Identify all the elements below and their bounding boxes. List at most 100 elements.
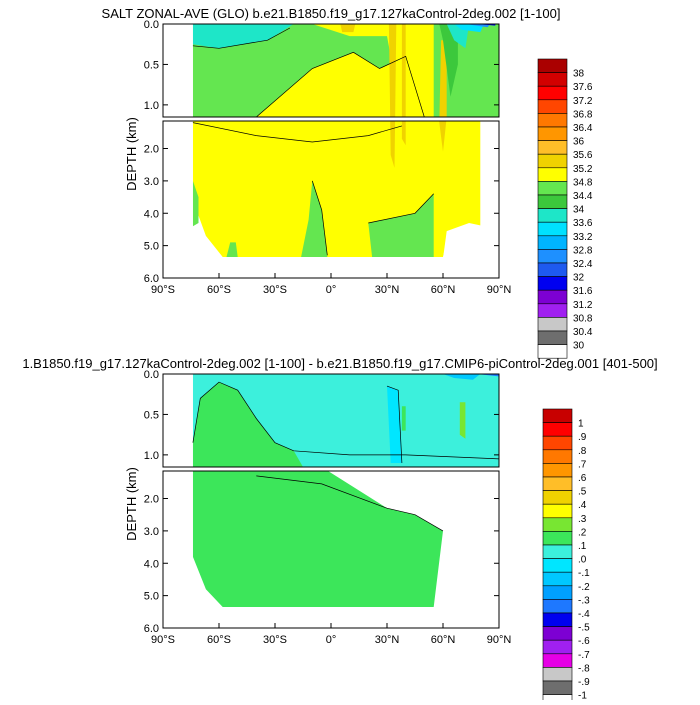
panel-2: 1.B1850.f19_g17.127kaControl-2deg.002 [1… <box>22 356 658 705</box>
legend-swatch <box>542 639 573 655</box>
legend-label: 30.4 <box>573 327 593 338</box>
contour-region <box>192 467 443 607</box>
contour-region <box>443 530 499 628</box>
legend-swatch <box>537 99 568 114</box>
legend-swatch <box>537 221 568 237</box>
legend-label: -.9 <box>578 677 590 688</box>
contour-region <box>446 24 470 49</box>
contour-region <box>226 242 238 257</box>
contour-field <box>163 24 499 278</box>
contour-region <box>388 24 397 168</box>
upper-panel-frame <box>162 373 500 468</box>
legend-swatch <box>537 113 568 128</box>
contour-line <box>192 381 499 460</box>
legend-label: -.1 <box>578 568 590 579</box>
legend-label: 30.8 <box>573 313 593 324</box>
legend-swatch <box>542 531 573 546</box>
contour-region <box>465 24 490 28</box>
legend-swatch <box>537 181 568 196</box>
contour-field <box>163 374 499 628</box>
contour-line <box>192 122 402 143</box>
y-tick-label: 0.5 <box>144 409 159 421</box>
legend-label: 33.2 <box>573 232 593 243</box>
legend-swatch <box>542 612 573 627</box>
contour-region <box>192 24 294 49</box>
y-tick-label: 2.0 <box>144 494 159 506</box>
legend-swatch <box>537 262 568 277</box>
legend-swatch <box>537 140 568 155</box>
x-tick-label: 60°N <box>431 634 456 646</box>
y-tick-label: 1.0 <box>144 100 159 112</box>
legend-swatch <box>537 344 568 359</box>
y-axis-label: DEPTH (km) <box>124 117 139 191</box>
legend-swatch <box>537 85 568 101</box>
legend-swatch <box>537 303 568 318</box>
legend-swatch <box>542 476 573 491</box>
legend-swatch <box>537 72 568 87</box>
contour-line <box>192 27 291 49</box>
legend-swatch <box>542 408 573 423</box>
legend-label: .6 <box>578 473 587 484</box>
contour-region <box>192 52 425 117</box>
color-legend: 1 .9 .8 .7 .6 .5 .4 .3 .2 .1 .0 -.1 -.2 -.3 -.4 -.5 -.6 -… <box>542 408 590 705</box>
legend-swatch <box>542 490 573 505</box>
legend-swatch <box>542 599 573 614</box>
x-tick-label: 60°N <box>431 284 456 296</box>
legend-swatch <box>537 330 568 345</box>
contour-region <box>454 24 485 33</box>
upper-panel-frame <box>162 23 500 118</box>
contour-region <box>192 180 199 227</box>
contour-region <box>401 24 406 146</box>
legend-label: 37.2 <box>573 96 593 107</box>
x-tick-label: 90°S <box>151 284 175 296</box>
legend-label: .4 <box>578 500 587 511</box>
legend-label: 37.6 <box>573 82 593 93</box>
contour-line <box>368 193 434 224</box>
legend-swatch <box>537 167 568 182</box>
legend-label: 33.6 <box>573 218 593 229</box>
legend-swatch <box>537 317 568 332</box>
legend-label: -.8 <box>578 663 590 674</box>
contour-region <box>192 117 481 257</box>
chart-title: 1.B1850.f19_g17.127kaControl-2deg.002 [1… <box>22 356 657 371</box>
legend-swatch <box>537 276 568 291</box>
legend-swatch <box>542 680 573 695</box>
legend-swatch <box>542 544 573 559</box>
contour-region <box>301 180 328 257</box>
legend-label: 38 <box>573 69 585 80</box>
y-tick-label: 4.0 <box>144 558 159 570</box>
x-tick-label: 30°N <box>375 284 400 296</box>
legend-swatch <box>537 235 568 250</box>
x-tick-label: 0° <box>326 634 337 646</box>
legend-label: 32.4 <box>573 259 593 270</box>
legend-label: 34.8 <box>573 177 593 188</box>
contour-region <box>443 374 481 380</box>
legend-label: .2 <box>578 527 587 538</box>
legend-swatch <box>542 422 573 437</box>
contour-region <box>401 406 406 431</box>
panel-1: SALT ZONAL-AVE (GLO) b.e21.B1850.f19_g17… <box>102 6 593 359</box>
contour-region <box>387 386 402 463</box>
legend-swatch <box>542 435 573 451</box>
legend-swatch <box>537 153 568 169</box>
legend-label: 35.6 <box>573 150 593 161</box>
contour-region <box>368 193 434 257</box>
legend-swatch <box>542 653 573 668</box>
legend-label: 34 <box>573 205 585 216</box>
legend-swatch <box>537 194 568 209</box>
legend-label: -1 <box>578 691 587 700</box>
y-tick-label: 4.0 <box>144 208 159 220</box>
legend-label: -.7 <box>578 650 590 661</box>
legend-label: 32 <box>573 273 585 284</box>
legend-label: -.2 <box>578 582 590 593</box>
x-tick-label: 90°S <box>151 634 175 646</box>
legend-label: -.4 <box>578 609 590 620</box>
legend-swatch <box>542 558 573 573</box>
legend-swatch <box>542 694 573 705</box>
x-tick-label: 30°S <box>263 634 287 646</box>
contour-line <box>386 385 403 464</box>
legend-label: 1 <box>578 419 584 430</box>
y-tick-label: 0.0 <box>144 369 159 381</box>
legend-label: .7 <box>578 459 587 470</box>
